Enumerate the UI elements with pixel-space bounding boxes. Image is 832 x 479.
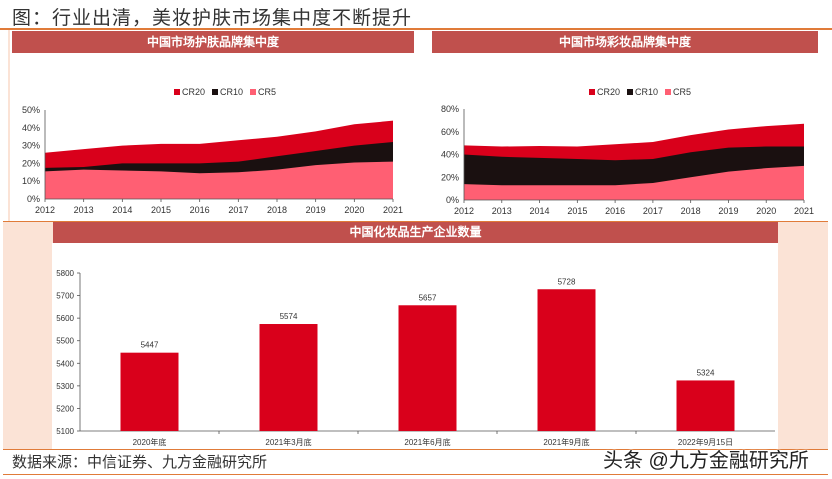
x-tick-label: 2016 [605, 206, 625, 216]
legend-swatch [589, 89, 595, 95]
x-tick-label: 2017 [228, 205, 248, 215]
y-tick-label: 80% [441, 104, 459, 114]
legend-swatch [212, 89, 218, 95]
bar-chart-area [52, 243, 778, 450]
y-tick-label: 60% [441, 127, 459, 137]
x-tick-label: 2012 [35, 205, 55, 215]
divider [3, 474, 828, 475]
y-tick-label: 20% [22, 158, 40, 168]
x-tick-label: 2016 [190, 205, 210, 215]
legend-label: CR5 [673, 87, 691, 97]
area-cr20 [464, 123, 804, 200]
x-tick-label: 2020 [344, 205, 364, 215]
chart-title-makeup: 中国市场彩妆品牌集中度 [432, 31, 818, 53]
legend-label: CR5 [258, 87, 276, 97]
legend-swatch [250, 89, 256, 95]
legend-label: CR10 [635, 87, 658, 97]
area-cr20 [45, 120, 393, 199]
legend-swatch [174, 89, 180, 95]
legend-swatch [665, 89, 671, 95]
x-tick-label: 2014 [530, 206, 550, 216]
x-tick-label: 2013 [74, 205, 94, 215]
area-cr5 [464, 165, 804, 200]
x-tick-label: 2021 [794, 206, 814, 216]
divider [3, 221, 828, 222]
x-tick-label: 2019 [718, 206, 738, 216]
y-tick-label: 0% [27, 194, 40, 204]
figure-title: 图：行业出清，美妆护肤市场集中度不断提升 [12, 7, 413, 29]
watermark: 头条 @九方金融研究所 [603, 450, 809, 472]
legend-label: CR20 [597, 87, 620, 97]
x-tick-label: 2021 [383, 205, 403, 215]
x-tick-label: 2017 [643, 206, 663, 216]
y-tick-label: 10% [22, 176, 40, 186]
panel-edge [8, 30, 10, 222]
x-tick-label: 2014 [112, 205, 132, 215]
chart-title-skincare: 中国市场护肤品牌集中度 [12, 31, 414, 53]
y-tick-label: 50% [22, 105, 40, 115]
x-tick-label: 2012 [454, 206, 474, 216]
area-cr10 [464, 146, 804, 200]
chart-title-producers: 中国化妆品生产企业数量 [53, 222, 778, 243]
x-tick-label: 2013 [492, 206, 512, 216]
legend-label: CR10 [220, 87, 243, 97]
divider [3, 449, 828, 450]
legend-label: CR20 [182, 87, 205, 97]
area-cr5 [45, 161, 393, 199]
y-tick-label: 30% [22, 141, 40, 151]
source-note: 数据来源：中信证券、九方金融研究所 [12, 453, 268, 471]
x-tick-label: 2019 [306, 205, 326, 215]
y-tick-label: 0% [446, 195, 459, 205]
y-tick-label: 40% [441, 150, 459, 160]
x-tick-label: 2015 [567, 206, 587, 216]
x-tick-label: 2018 [681, 206, 701, 216]
x-tick-label: 2018 [267, 205, 287, 215]
divider [0, 28, 832, 30]
y-tick-label: 40% [22, 123, 40, 133]
x-tick-label: 2015 [151, 205, 171, 215]
x-tick-label: 2020 [756, 206, 776, 216]
y-tick-label: 20% [441, 172, 459, 182]
area-cr10 [45, 142, 393, 199]
legend-swatch [627, 89, 633, 95]
